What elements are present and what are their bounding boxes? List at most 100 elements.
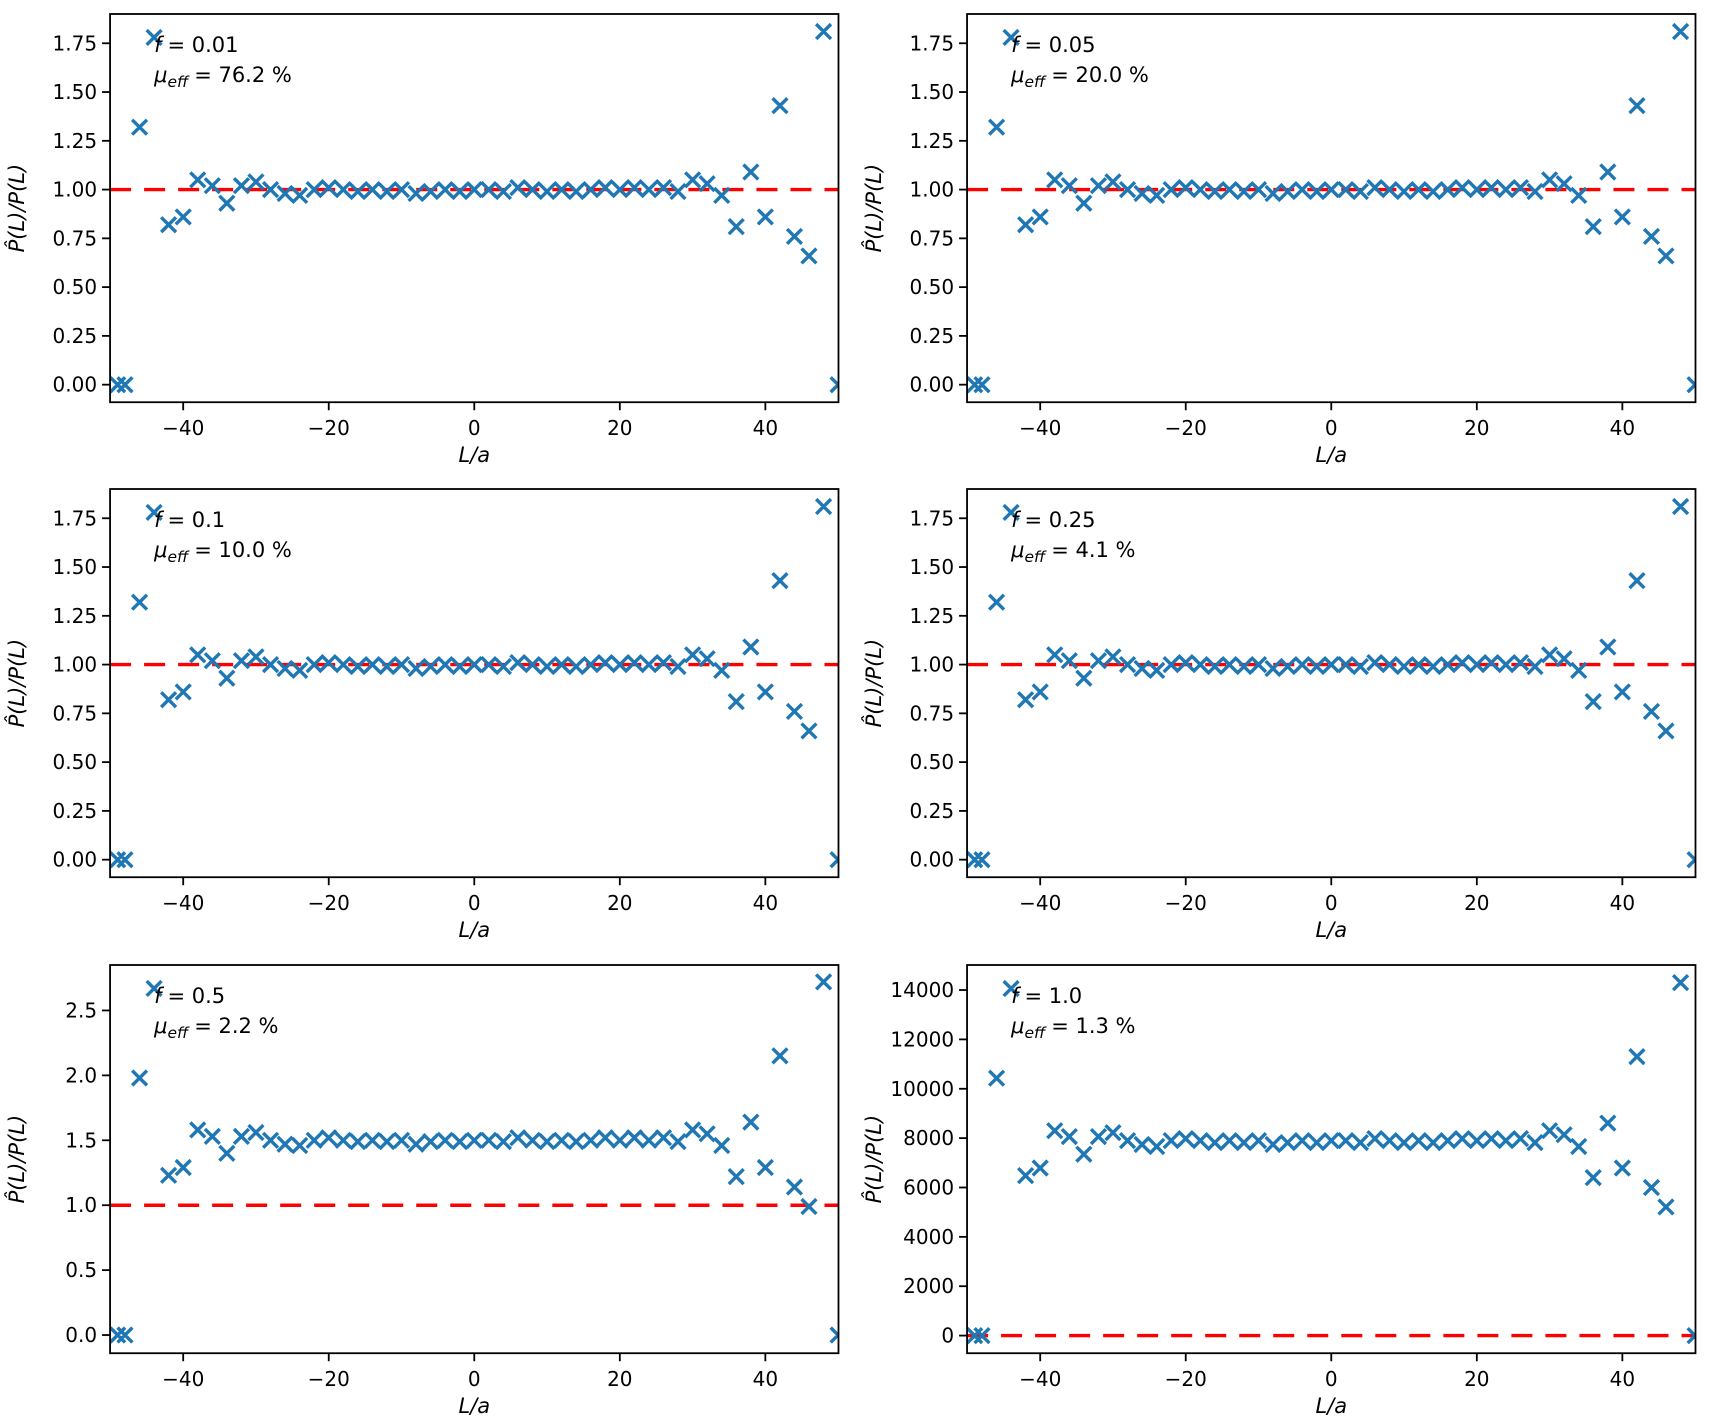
x-tick-label: −20 (1164, 416, 1206, 440)
x-tick-label: −40 (1019, 1367, 1061, 1391)
x-tick-label: 40 (753, 892, 778, 916)
y-tick-label: 1.75 (909, 31, 954, 55)
x-tick-label: 20 (1464, 416, 1489, 440)
x-tick-label: 0 (1324, 416, 1337, 440)
x-axis-label: L/a (458, 1393, 490, 1418)
y-tick-label: 1.25 (909, 129, 954, 153)
y-tick-label: 0.25 (53, 799, 98, 823)
x-tick-label: 0 (1324, 892, 1337, 916)
y-tick-label: 1.00 (53, 178, 98, 202)
y-tick-label: 10000 (890, 1076, 954, 1100)
y-tick-label: 1.50 (53, 80, 98, 104)
y-axis-label: P̂(L)/P(L) (861, 164, 886, 253)
x-tick-label: −20 (1164, 892, 1206, 916)
y-tick-label: 1.00 (909, 653, 954, 677)
annotation-mu-eff: μeff= 2.2 % (153, 1013, 278, 1042)
y-tick-label: 2000 (903, 1274, 954, 1298)
annotation-mu-eff: μeff= 76.2 % (153, 62, 292, 91)
x-tick-label: 40 (753, 416, 778, 440)
y-tick-label: 0.0 (65, 1323, 97, 1347)
y-tick-label: 1.25 (909, 604, 954, 628)
y-tick-label: 14000 (890, 978, 954, 1002)
y-tick-label: 1.75 (909, 507, 954, 531)
x-tick-label: 20 (607, 416, 632, 440)
x-tick-label: −20 (308, 1367, 350, 1391)
y-tick-label: 1.0 (65, 1193, 97, 1217)
y-tick-label: 1.75 (53, 507, 98, 531)
x-axis-label: L/a (458, 918, 490, 943)
annotation-f: f= 0.5 (154, 983, 225, 1008)
y-tick-label: 0.75 (53, 226, 98, 250)
y-tick-label: 0.25 (909, 324, 954, 348)
x-tick-label: −20 (308, 892, 350, 916)
x-tick-label: 0 (468, 892, 481, 916)
x-axis-label: L/a (1315, 1393, 1347, 1418)
x-tick-label: −20 (308, 416, 350, 440)
annotation-f: f= 0.01 (154, 32, 238, 57)
annotation-f: f= 1.0 (1011, 983, 1082, 1008)
y-tick-label: 0.50 (909, 750, 954, 774)
x-tick-label: 40 (1609, 1367, 1634, 1391)
y-tick-label: 1.00 (909, 178, 954, 202)
y-tick-label: 0.75 (909, 702, 954, 726)
annotation-f: f= 0.05 (1011, 32, 1095, 57)
x-tick-label: 0 (1324, 1367, 1337, 1391)
y-tick-label: 0.50 (909, 275, 954, 299)
y-tick-label: 0.50 (53, 275, 98, 299)
y-tick-label: 0 (941, 1323, 954, 1347)
y-tick-label: 1.75 (53, 31, 98, 55)
y-tick-label: 1.25 (53, 604, 98, 628)
x-axis-label: L/a (1315, 442, 1347, 467)
annotation-f: f= 0.25 (1011, 507, 1095, 532)
y-tick-label: 1.50 (53, 555, 98, 579)
y-tick-label: 1.50 (909, 80, 954, 104)
y-tick-label: 1.5 (65, 1128, 97, 1152)
x-tick-label: −20 (1164, 1367, 1206, 1391)
annotation-mu-eff: μeff= 1.3 % (1010, 1013, 1135, 1042)
x-tick-label: 20 (607, 892, 632, 916)
y-axis-label: P̂(L)/P(L) (861, 1114, 886, 1203)
annotation-f: f= 0.1 (154, 507, 225, 532)
y-tick-label: 0.00 (53, 848, 98, 872)
y-tick-label: 0.50 (53, 750, 98, 774)
y-tick-label: 0.00 (909, 848, 954, 872)
y-tick-label: 1.50 (909, 555, 954, 579)
y-tick-label: 1.25 (53, 129, 98, 153)
x-tick-label: 0 (468, 1367, 481, 1391)
y-tick-label: 6000 (903, 1175, 954, 1199)
y-tick-label: 2.0 (65, 1063, 97, 1087)
x-axis-label: L/a (1315, 918, 1347, 943)
y-axis-label: P̂(L)/P(L) (4, 164, 29, 253)
x-tick-label: 40 (1609, 892, 1634, 916)
y-tick-label: 0.00 (909, 373, 954, 397)
x-tick-label: −40 (162, 416, 204, 440)
x-tick-label: 20 (607, 1367, 632, 1391)
x-tick-label: 40 (753, 1367, 778, 1391)
x-tick-label: 40 (1609, 416, 1634, 440)
x-tick-label: −40 (1019, 416, 1061, 440)
x-axis-label: L/a (458, 442, 490, 467)
x-tick-label: −40 (162, 1367, 204, 1391)
y-tick-label: 4000 (903, 1224, 954, 1248)
y-tick-label: 0.25 (909, 799, 954, 823)
x-tick-label: 0 (468, 416, 481, 440)
x-tick-label: −40 (1019, 892, 1061, 916)
y-tick-label: 12000 (890, 1027, 954, 1051)
annotation-mu-eff: μeff= 10.0 % (153, 537, 292, 566)
x-tick-label: 20 (1464, 1367, 1489, 1391)
y-axis-label: P̂(L)/P(L) (4, 639, 29, 728)
y-axis-label: P̂(L)/P(L) (4, 1114, 29, 1203)
